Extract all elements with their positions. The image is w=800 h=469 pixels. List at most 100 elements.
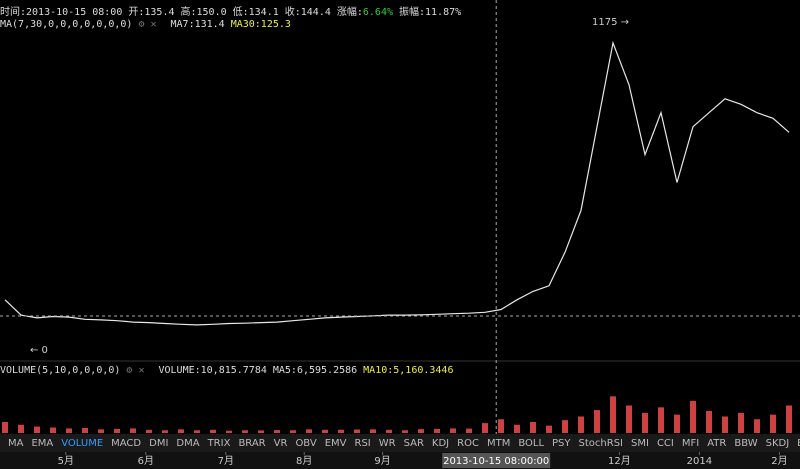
tab[interactable]: SKDJ [765, 437, 790, 449]
volume-bar [658, 407, 664, 433]
tab[interactable]: ROC [457, 437, 479, 449]
volume-bar [290, 430, 296, 433]
tab[interactable]: MACD [111, 437, 142, 449]
volume-bar [562, 420, 568, 433]
volume-bar [82, 427, 88, 433]
volume-bar [50, 427, 56, 433]
icons[interactable]: ⚙ ✕ [138, 19, 157, 30]
tab[interactable]: DMA [176, 437, 200, 449]
vol-ma5: MA5:6,595.2586 [272, 365, 358, 376]
tab[interactable]: BRAR [238, 437, 266, 449]
x-tick-label: 9月 [374, 455, 390, 467]
volume-bar [530, 422, 536, 433]
tab[interactable]: RSI [354, 437, 371, 449]
info: 振幅:11.87% [399, 7, 462, 18]
volume-bar [402, 430, 408, 433]
crosshair-label: 2013-10-15 08:00:00 [443, 456, 549, 467]
volume-bar [130, 428, 136, 433]
volume-bar: VOLUME(5,10,0,0,0,0) ⚙ ✕ VOLUME:10,815.778… [0, 365, 459, 376]
tab[interactable]: SMI [631, 437, 649, 449]
tab[interactable]: CCI [656, 437, 674, 449]
volume-bar [482, 423, 488, 433]
volume-bar [386, 429, 392, 433]
tab[interactable]: PSY [552, 437, 571, 449]
tab[interactable]: StochRSI [578, 437, 623, 449]
price-line [4, 40, 790, 326]
x-tick-label: 5月 [58, 455, 74, 467]
vol-params[interactable]: VOLUME(5,10,0,0,0,0) [0, 365, 121, 376]
volume-bar [546, 425, 552, 433]
tab[interactable]: VOLUME [61, 437, 104, 449]
tab[interactable]: MFI [681, 437, 700, 449]
volume-bar [34, 426, 40, 433]
info: 时间:2013-10-15 08:00 [0, 7, 123, 18]
tab[interactable]: ATR [707, 437, 727, 449]
volume-bar [450, 428, 456, 433]
info: 高:150.0 [180, 7, 227, 18]
ma-params[interactable]: MA(7,30,0,0,0,0,0,0,0) [0, 19, 133, 30]
tab[interactable]: EMV [324, 437, 347, 449]
icons[interactable]: ⚙ ✕ [126, 365, 145, 376]
volume-bar [146, 429, 152, 433]
volume-bar [594, 410, 600, 433]
tab[interactable]: BOLL [518, 437, 545, 449]
volume-bar [466, 428, 472, 433]
volume-bar [642, 412, 648, 433]
x-tick-label: 8月 [296, 455, 312, 467]
x-tick-label: 7月 [218, 455, 234, 467]
volume-bar [754, 419, 760, 433]
volume-bar [626, 405, 632, 433]
volume-bar [66, 428, 72, 433]
volume-bar [306, 429, 312, 433]
tab[interactable]: TRIX [207, 437, 231, 449]
volume-bar [770, 414, 776, 433]
volume-bar [226, 430, 232, 433]
tab[interactable]: WR [378, 437, 396, 449]
volume-bar [18, 424, 24, 433]
indicator-tabs: MA EMA VOLUME MACD DMI DMA TRIX BRAR VR OBV EMV RSI… [0, 434, 800, 452]
volume-bar [98, 429, 104, 433]
volume-bar [2, 422, 8, 433]
ma7: MA7:131.4 [170, 19, 225, 30]
tab[interactable]: KDJ [431, 437, 450, 449]
max-label: 1175 → [592, 17, 629, 28]
axis-bg [0, 452, 800, 469]
volume-bar [210, 429, 216, 433]
tab[interactable]: BIAS [797, 438, 800, 449]
info: 收:144.4 [284, 7, 331, 18]
volume-bar [578, 416, 584, 433]
info-bar: 时间:2013-10-15 08:00 开:135.4 高:150.0 低:134.1… [0, 3, 467, 18]
volume-bar [194, 430, 200, 433]
volume-bar [722, 416, 728, 433]
volume-bar [738, 412, 744, 433]
volume-bar [162, 430, 168, 433]
volume-bar [274, 430, 280, 433]
tab[interactable]: OBV [295, 437, 317, 449]
volume-bar [434, 428, 440, 433]
tab[interactable]: MTM [486, 437, 511, 449]
x-tick-label: 6月 [138, 455, 154, 467]
ma-bar: MA(7,30,0,0,0,0,0,0,0) ⚙ ✕ MA7:131.4 MA30:1… [0, 19, 297, 30]
volume-bar [178, 429, 184, 433]
volume-bar [674, 414, 680, 433]
volume-bar [498, 419, 504, 433]
tab[interactable]: MA [8, 437, 24, 449]
volume-bar [706, 411, 712, 433]
tab[interactable]: DMI [149, 437, 169, 449]
info: 低:134.1 [232, 7, 279, 18]
volume-bar [610, 396, 616, 433]
volume-bar [786, 405, 792, 433]
volume-bar [514, 424, 520, 433]
tab[interactable]: SAR [403, 437, 424, 449]
tab[interactable]: EMA [31, 437, 54, 449]
x-tick-label: 12月 [608, 455, 631, 467]
tab[interactable]: BBW [734, 437, 758, 449]
volume-bar [690, 400, 696, 433]
volume-bar [370, 429, 376, 433]
tab[interactable]: VR [273, 437, 288, 449]
info: 开:135.4 [128, 7, 175, 18]
volume-bar [114, 428, 120, 433]
volume-bar [354, 429, 360, 433]
